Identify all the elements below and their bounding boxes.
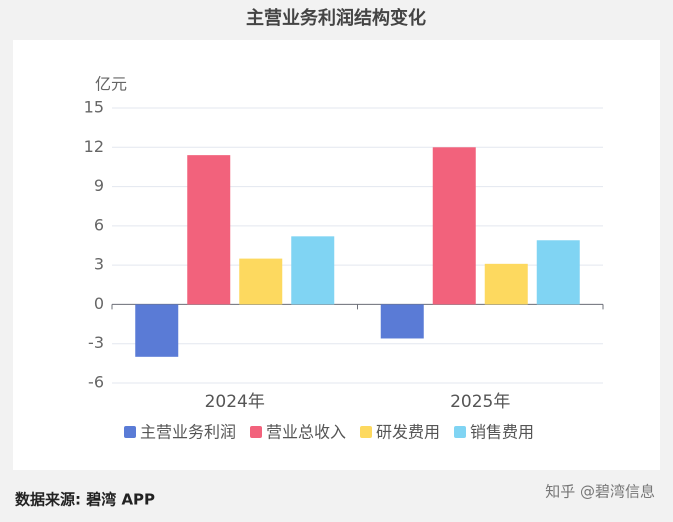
y-tick-label: 15 xyxy=(84,98,104,117)
legend-label: 主营业务利润 xyxy=(140,423,236,442)
legend-label: 销售费用 xyxy=(470,423,534,442)
bar xyxy=(187,155,231,305)
y-unit: 亿元 xyxy=(95,75,127,94)
chart-title: 主营业务利润结构变化 xyxy=(246,7,426,29)
x-tick-label: 2024年 xyxy=(205,392,265,412)
x-tick-label: 2025年 xyxy=(450,392,510,412)
bar xyxy=(291,236,335,305)
legend-label: 研发费用 xyxy=(376,423,440,442)
y-tick-label: 0 xyxy=(94,294,104,313)
y-tick-label: -6 xyxy=(88,373,104,392)
legend-swatch xyxy=(454,426,466,438)
y-tick-label: -3 xyxy=(88,333,104,352)
legend-label: 营业总收入 xyxy=(266,423,346,442)
legend-swatch xyxy=(250,426,262,438)
source: 数据来源: 碧湾 APP xyxy=(15,491,155,509)
y-tick-label: 3 xyxy=(94,255,104,274)
bar xyxy=(484,263,528,305)
legend-swatch xyxy=(360,426,372,438)
bar xyxy=(135,304,179,357)
bar xyxy=(380,304,424,339)
y-tick-label: 9 xyxy=(94,176,104,195)
y-tick-label: 6 xyxy=(94,215,104,234)
bar xyxy=(432,147,476,305)
credit: 知乎 @碧湾信息 xyxy=(545,483,655,501)
bar xyxy=(536,240,580,305)
bar xyxy=(239,258,283,305)
legend-swatch xyxy=(124,426,136,438)
y-tick-label: 12 xyxy=(84,137,104,156)
